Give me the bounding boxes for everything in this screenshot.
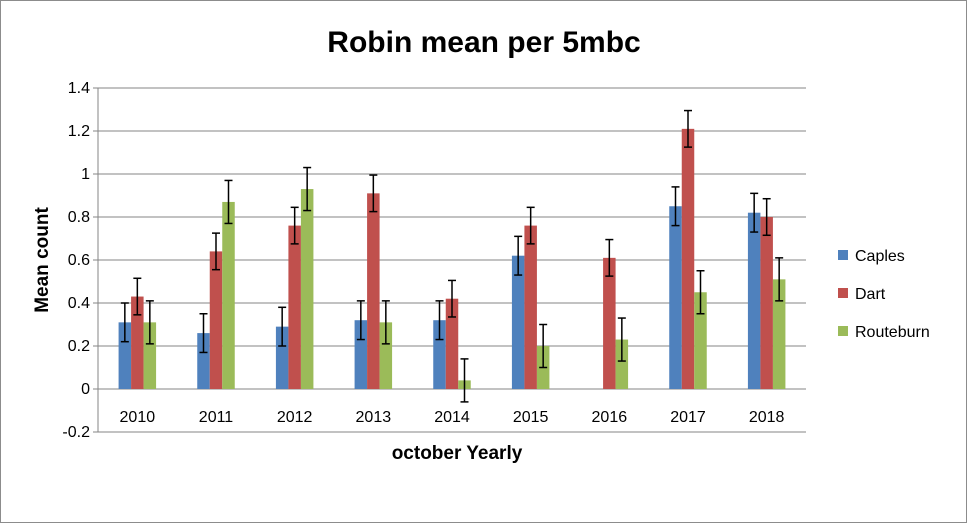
bar-dart-2014 — [445, 298, 459, 389]
y-tick-label: 0.2 — [68, 338, 90, 355]
bar-dart-2011 — [209, 251, 223, 389]
legend-item-dart: Dart — [838, 286, 886, 303]
x-tick-label: 2013 — [356, 409, 392, 426]
legend-label: Caples — [855, 248, 905, 265]
x-tick-label: 2011 — [199, 409, 234, 426]
legend-item-caples: Caples — [838, 248, 905, 265]
error-bar-caples-2012 — [278, 306, 287, 347]
error-bar-routeburn-2010 — [145, 300, 154, 345]
y-tick-label: 1 — [81, 166, 90, 183]
error-bar-dart-2016 — [605, 238, 614, 277]
bar-caples-2010 — [118, 322, 132, 389]
x-tick-label: 2010 — [120, 409, 156, 426]
error-bar-caples-2013 — [356, 300, 365, 341]
error-bar-dart-2017 — [684, 109, 692, 148]
y-tick-label: 0.4 — [68, 295, 90, 312]
bar-routeburn-2016 — [615, 339, 629, 389]
y-tick-labels: -0.2 0 0.2 0.4 0.6 0.8 1 1.2 1.4 — [62, 80, 90, 441]
error-bar-routeburn-2015 — [539, 323, 548, 369]
x-tick-label: 2015 — [513, 409, 549, 426]
bar-caples-2014 — [433, 320, 446, 389]
error-bar-dart-2010 — [133, 277, 142, 316]
bar-dart-2012 — [288, 225, 301, 389]
bar-caples-2015 — [511, 255, 525, 389]
bar-dart-2010 — [131, 296, 144, 389]
error-bar-caples-2011 — [199, 313, 208, 354]
error-bar-routeburn-2012 — [303, 166, 312, 212]
x-tick-label: 2016 — [592, 409, 628, 426]
bar-caples-2013 — [354, 320, 368, 389]
x-tick-label: 2018 — [749, 409, 785, 426]
error-bar-dart-2015 — [526, 206, 535, 245]
legend: Caples Dart Routeburn — [838, 248, 930, 341]
bar-dart-2017 — [681, 128, 695, 389]
bar-routeburn-2010 — [143, 322, 157, 389]
error-bar-dart-2014 — [448, 279, 456, 318]
error-bar-routeburn-2018 — [775, 257, 784, 302]
error-bar-dart-2013 — [369, 174, 378, 213]
bar-routeburn-2012 — [300, 189, 314, 389]
x-tick-label: 2017 — [670, 409, 706, 426]
error-bar-routeburn-2017 — [696, 270, 705, 315]
error-bar-caples-2014 — [435, 300, 444, 341]
y-tick-label: 0.6 — [68, 252, 90, 269]
bar-caples-2018 — [747, 212, 761, 389]
error-bar-caples-2015 — [514, 235, 523, 276]
bar-dart-2013 — [367, 193, 380, 389]
bar-routeburn-2013 — [379, 322, 393, 389]
bar-dart-2018 — [760, 217, 773, 389]
error-bar-caples-2010 — [120, 302, 129, 343]
legend-item-routeburn: Routeburn — [838, 324, 930, 341]
legend-swatch — [838, 288, 848, 298]
error-bar-dart-2018 — [762, 197, 771, 237]
x-tick-label: 2012 — [277, 409, 313, 426]
error-bar-dart-2011 — [212, 232, 220, 271]
bar-caples-2012 — [275, 326, 289, 389]
y-tick-label: 1.2 — [68, 123, 90, 140]
bar-caples-2011 — [197, 333, 210, 389]
bar-routeburn-2017 — [694, 292, 707, 389]
error-bar-caples-2017 — [671, 186, 680, 227]
y-tick-label: 1.4 — [68, 80, 90, 97]
error-bar-routeburn-2014 — [460, 358, 469, 403]
bar-dart-2015 — [524, 225, 537, 389]
x-tick-labels: 2010 2011 2012 2013 2014 2015 2016 2017 2018 — [120, 409, 785, 426]
bars — [118, 128, 786, 389]
error-bar-dart-2012 — [290, 206, 299, 245]
error-bar-routeburn-2013 — [381, 300, 390, 345]
x-tick-label: 2014 — [434, 409, 470, 426]
bar-caples-2017 — [669, 206, 682, 389]
y-tick-label: 0.8 — [68, 209, 90, 226]
legend-label: Dart — [855, 286, 886, 303]
y-axis-title: Mean count — [32, 207, 53, 313]
chart-title: Robin mean per 5mbc — [327, 26, 640, 59]
y-tick-label: -0.2 — [62, 424, 90, 441]
y-tick-label: 0 — [81, 381, 90, 398]
error-bars — [120, 109, 784, 403]
legend-swatch — [838, 326, 848, 336]
legend-label: Routeburn — [855, 324, 930, 341]
bar-dart-2016 — [603, 257, 616, 389]
error-bar-routeburn-2016 — [617, 317, 626, 362]
bar-routeburn-2018 — [772, 279, 786, 389]
legend-swatch — [838, 250, 848, 260]
error-bar-caples-2018 — [750, 192, 759, 233]
x-axis-title: october Yearly — [392, 443, 523, 464]
error-bar-routeburn-2011 — [224, 179, 233, 225]
bar-routeburn-2011 — [222, 201, 235, 389]
